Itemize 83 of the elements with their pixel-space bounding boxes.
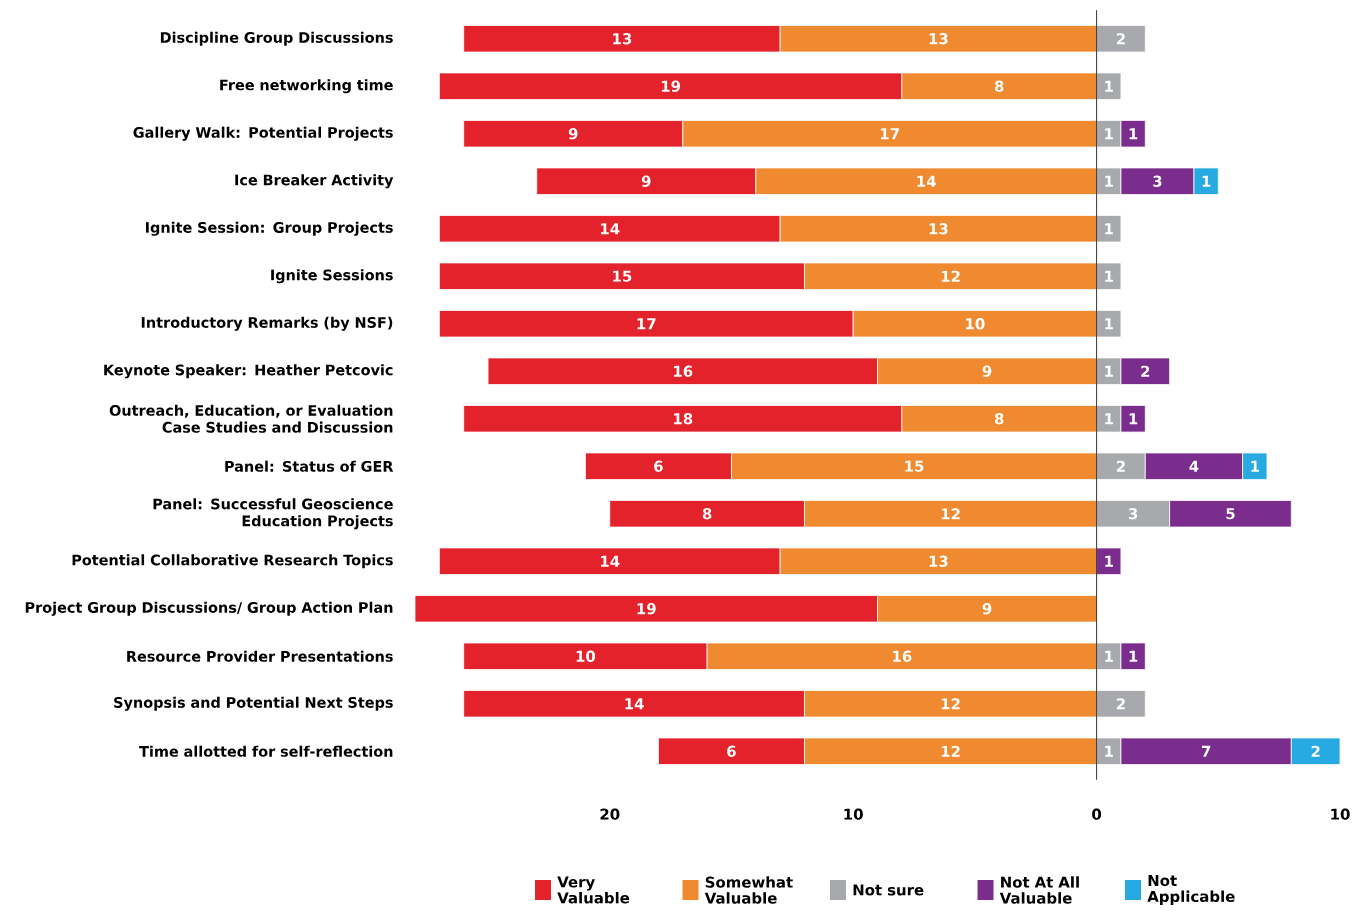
data-label: 5 — [1226, 508, 1235, 520]
data-label: 12 — [941, 270, 960, 282]
data-label: 9 — [982, 603, 992, 615]
x-tick-label: 10 — [1331, 808, 1350, 820]
legend-label: Not sure — [853, 884, 924, 896]
data-label: 9 — [982, 365, 992, 377]
legend-label: Not Applicable — [1147, 875, 1235, 905]
y-tick-label: Keynote Speaker: Heather Petcovic — [104, 364, 393, 379]
data-label: 2 — [1116, 698, 1125, 710]
data-label: 2 — [1141, 365, 1150, 377]
data-label: 17 — [637, 318, 656, 330]
data-label: 1 — [1105, 555, 1113, 567]
legend-label: Not At All Valuable — [999, 876, 1079, 904]
data-label: 1 — [1105, 270, 1113, 282]
data-label: 13 — [929, 555, 948, 567]
data-label: 19 — [661, 80, 681, 92]
data-label: 1 — [1105, 175, 1113, 187]
y-tick-label: Resource Provider Presentations — [127, 650, 393, 662]
data-label: 1 — [1129, 413, 1138, 425]
data-label: 9 — [568, 128, 578, 140]
data-label: 7 — [1201, 745, 1211, 757]
y-tick-label: Ice Breaker Activity — [235, 174, 394, 189]
y-tick-label: Discipline Group Discussions — [160, 31, 393, 46]
data-label: 13 — [613, 33, 632, 45]
data-label: 12 — [941, 698, 960, 710]
data-label: 2 — [1116, 460, 1125, 472]
y-tick-label: Outreach, Education, or Evaluation Case Studies and Discussion — [109, 404, 393, 433]
data-label: 1 — [1105, 413, 1113, 425]
data-label: 14 — [625, 698, 644, 710]
legend-label: Very Valuable — [557, 876, 630, 904]
y-tick-label: Project Group Discussions/ Group Action Plan — [25, 601, 393, 616]
data-label: 1 — [1129, 650, 1138, 662]
data-label: 1 — [1202, 175, 1211, 187]
data-label: 1 — [1105, 80, 1113, 92]
data-label: 15 — [613, 270, 632, 282]
x-tick-label: 10 — [844, 808, 863, 820]
y-tick-label: Ignite Sessions — [271, 269, 393, 284]
y-tick-label: Gallery Walk: Potential Projects — [133, 126, 393, 141]
data-label: 13 — [929, 33, 948, 45]
data-label: 1 — [1105, 365, 1113, 377]
data-label: 6 — [654, 460, 663, 472]
data-label: 8 — [702, 508, 712, 520]
data-label: 8 — [994, 413, 1004, 425]
data-label: 1 — [1105, 223, 1113, 235]
data-label: 2 — [1311, 745, 1320, 757]
data-label: 1 — [1105, 745, 1113, 757]
y-tick-label: Panel: Status of GER — [225, 460, 394, 472]
data-label: 13 — [929, 223, 948, 235]
data-label: 18 — [674, 413, 693, 425]
y-tick-label: Time allotted for self-reflection — [139, 745, 393, 757]
data-label: 1 — [1105, 318, 1113, 330]
data-label: 16 — [893, 650, 912, 662]
data-label: 3 — [1153, 175, 1162, 187]
data-label: 12 — [941, 508, 960, 520]
data-label: 1 — [1105, 650, 1113, 662]
data-label: 12 — [941, 745, 960, 757]
data-label: 3 — [1128, 508, 1138, 520]
data-label: 6 — [727, 745, 736, 757]
x-tick-label: 20 — [600, 808, 620, 820]
data-label: 9 — [641, 175, 651, 187]
data-label: 17 — [880, 128, 899, 140]
data-label: 10 — [576, 650, 596, 662]
data-label: 19 — [637, 603, 656, 615]
data-label: 4 — [1189, 460, 1199, 472]
y-tick-label: Free networking time — [220, 79, 393, 94]
data-label: 15 — [905, 460, 924, 472]
data-label: 14 — [601, 555, 620, 567]
data-label: 1 — [1129, 128, 1138, 140]
data-label: 2 — [1116, 33, 1125, 45]
y-tick-label: Introductory Remarks (by NSF) — [141, 316, 393, 331]
data-label: 1 — [1105, 128, 1113, 140]
data-label: 14 — [601, 223, 620, 235]
legend-label: Somewhat Valuable — [704, 876, 793, 904]
y-tick-label: Ignite Session: Group Projects — [145, 221, 393, 236]
data-label: 16 — [674, 365, 693, 377]
y-tick-label: Potential Collaborative Research Topics — [72, 554, 393, 569]
data-label: 8 — [994, 80, 1004, 92]
y-tick-label: Synopsis and Potential Next Steps — [114, 696, 393, 711]
y-tick-label: Panel: Successful Geoscience Education Projects — [153, 498, 393, 530]
data-label: 1 — [1251, 460, 1259, 472]
data-label: 10 — [966, 318, 985, 330]
x-tick-label: 0 — [1092, 808, 1102, 820]
data-label: 14 — [917, 175, 936, 187]
